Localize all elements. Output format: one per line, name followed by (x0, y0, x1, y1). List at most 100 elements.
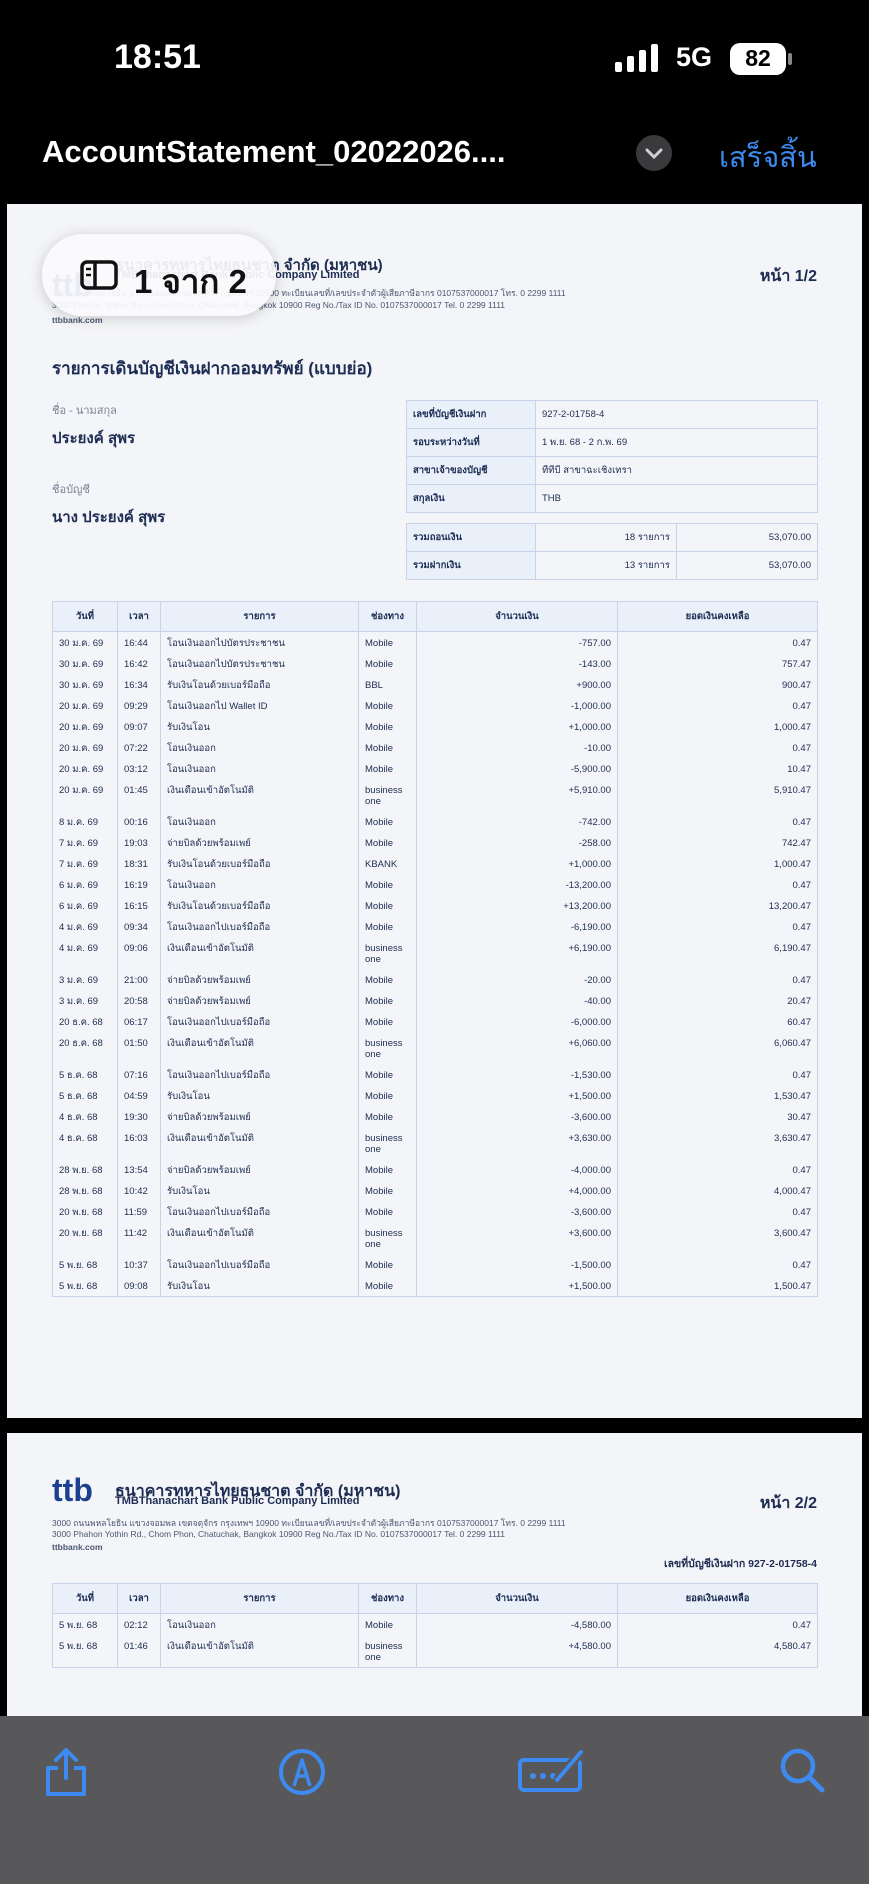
balance-cell: 0.47 (617, 1254, 818, 1275)
amount-cell: -258.00 (416, 832, 618, 853)
amount-cell: +900.00 (416, 674, 618, 695)
amount-cell: -1,000.00 (416, 695, 618, 716)
time-cell: 11:42 (117, 1222, 161, 1254)
balance-cell: 0.47 (617, 1613, 818, 1635)
balance-cell: 1,530.47 (617, 1085, 818, 1106)
summary-row: รวมถอนเงิน 18 รายการ 53,070.00 (406, 523, 818, 552)
channel-cell: business one (358, 1127, 417, 1159)
balance-cell: 4,580.47 (617, 1635, 818, 1668)
info-value: 927-2-01758-4 (535, 400, 818, 429)
info-row: เลขที่บัญชีเงินฝาก 927-2-01758-4 (406, 400, 818, 429)
amount-cell: -742.00 (416, 811, 618, 832)
share-button[interactable] (42, 1746, 90, 1798)
markup-button[interactable] (278, 1748, 326, 1796)
date-cell: 30 ม.ค. 69 (52, 674, 118, 695)
summary-count: 13 รายการ (535, 551, 677, 580)
channel-cell: business one (358, 1032, 417, 1064)
amount-cell: -1,500.00 (416, 1254, 618, 1275)
time-cell: 11:59 (117, 1201, 161, 1222)
description-cell: รับเงินโอนด้วยเบอร์มือถือ (160, 895, 359, 916)
table-row: 7 ม.ค. 69 18:31 รับเงินโอนด้วยเบอร์มือถือ K… (52, 853, 818, 874)
balance-cell: 900.47 (617, 674, 818, 695)
amount-cell: +3,630.00 (416, 1127, 618, 1159)
date-cell: 6 ม.ค. 69 (52, 895, 118, 916)
date-cell: 20 ธ.ค. 68 (52, 1032, 118, 1064)
title-menu-button[interactable] (636, 135, 672, 171)
search-button[interactable] (778, 1746, 826, 1796)
column-header: รายการ (160, 601, 359, 632)
date-cell: 8 ม.ค. 69 (52, 811, 118, 832)
balance-cell: 4,000.47 (617, 1180, 818, 1201)
table-row: 5 พ.ย. 68 09:08 รับเงินโอน Mobile +1,500.00 1… (52, 1275, 818, 1297)
date-cell: 20 พ.ย. 68 (52, 1201, 118, 1222)
date-cell: 7 ม.ค. 69 (52, 832, 118, 853)
description-cell: จ่ายบิลด้วยพร้อมเพย์ (160, 990, 359, 1011)
date-cell: 20 ม.ค. 69 (52, 779, 118, 811)
description-cell: โอนเงินออกไปเบอร์มือถือ (160, 1011, 359, 1032)
date-cell: 5 พ.ย. 68 (52, 1275, 118, 1297)
description-cell: เงินเดือนเข้าอัตโนมัติ (160, 1222, 359, 1254)
form-fill-button[interactable] (517, 1746, 587, 1796)
column-header: วันที่ (52, 1583, 118, 1614)
date-cell: 28 พ.ย. 68 (52, 1180, 118, 1201)
channel-cell: Mobile (358, 832, 417, 853)
table-row: 5 ธ.ค. 68 04:59 รับเงินโอน Mobile +1,500.00 1… (52, 1085, 818, 1106)
balance-cell: 30.47 (617, 1106, 818, 1127)
channel-cell: Mobile (358, 1159, 417, 1180)
amount-cell: -13,200.00 (416, 874, 618, 895)
table-row: 7 ม.ค. 69 19:03 จ่ายบิลด้วยพร้อมเพย์ Mobile… (52, 832, 818, 853)
sidebar-icon (80, 260, 118, 290)
time-cell: 02:12 (117, 1613, 161, 1635)
info-label: เลขที่บัญชีเงินฝาก (406, 400, 536, 429)
description-cell: โอนเงินออก (160, 737, 359, 758)
time-cell: 06:17 (117, 1011, 161, 1032)
balance-cell: 0.47 (617, 969, 818, 990)
done-button[interactable]: เสร็จสิ้น (719, 142, 817, 174)
description-cell: เงินเดือนเข้าอัตโนมัติ (160, 1635, 359, 1668)
document-title: AccountStatement_02022026.... (42, 134, 506, 169)
summary-amount: 53,070.00 (676, 523, 818, 552)
date-cell: 28 พ.ย. 68 (52, 1159, 118, 1180)
table-row: 28 พ.ย. 68 10:42 รับเงินโอน Mobile +4,000.00… (52, 1180, 818, 1201)
balance-cell: 1,000.47 (617, 716, 818, 737)
channel-cell: Mobile (358, 653, 417, 674)
time-cell: 04:59 (117, 1085, 161, 1106)
date-cell: 20 ม.ค. 69 (52, 695, 118, 716)
channel-cell: business one (358, 937, 417, 969)
time-cell: 09:29 (117, 695, 161, 716)
table-row: 4 ม.ค. 69 09:34 โอนเงินออกไปเบอร์มือถือ Mob… (52, 916, 818, 937)
description-cell: จ่ายบิลด้วยพร้อมเพย์ (160, 1106, 359, 1127)
date-cell: 4 ม.ค. 69 (52, 937, 118, 969)
time-cell: 20:58 (117, 990, 161, 1011)
toolbar (0, 1716, 869, 1884)
balance-cell: 0.47 (617, 1064, 818, 1085)
amount-cell: -757.00 (416, 631, 618, 653)
column-header: ยอดเงินคงเหลือ (617, 601, 818, 632)
description-cell: รับเงินโอน (160, 1085, 359, 1106)
info-row: รอบระหว่างวันที่ 1 พ.ย. 68 - 2 ก.พ. 69 (406, 428, 818, 457)
address-en: 3000 Phahon Yothin Rd., Chom Phon, Chatu… (52, 300, 506, 310)
balance-cell: 5,910.47 (617, 779, 818, 811)
balance-cell: 10.47 (617, 758, 818, 779)
table-row: 20 พ.ย. 68 11:59 โอนเงินออกไปเบอร์มือถือ Mo… (52, 1201, 818, 1222)
balance-cell: 0.47 (617, 916, 818, 937)
channel-cell: Mobile (358, 1106, 417, 1127)
column-header: จำนวนเงิน (416, 601, 618, 632)
amount-cell: +6,190.00 (416, 937, 618, 969)
balance-cell: 20.47 (617, 990, 818, 1011)
time-cell: 07:16 (117, 1064, 161, 1085)
info-label: สกุลเงิน (406, 484, 536, 513)
time-cell: 10:42 (117, 1180, 161, 1201)
channel-cell: Mobile (358, 1180, 417, 1201)
date-cell: 20 ม.ค. 69 (52, 737, 118, 758)
channel-cell: Mobile (358, 1201, 417, 1222)
time-cell: 18:31 (117, 853, 161, 874)
info-value: THB (535, 484, 818, 513)
table-row: 5 พ.ย. 68 01:46 เงินเดือนเข้าอัตโนมัติ busi… (52, 1635, 818, 1668)
time-cell: 16:19 (117, 874, 161, 895)
transactions-table: วันที่ เวลา รายการ ช่องทาง จำนวนเงิน ยอดเงินค… (52, 1583, 818, 1668)
page-indicator: 1 จาก 2 (42, 234, 276, 316)
amount-cell: +1,500.00 (416, 1275, 618, 1297)
table-header-row: วันที่ เวลา รายการ ช่องทาง จำนวนเงิน ยอดเงินค… (52, 1583, 818, 1614)
